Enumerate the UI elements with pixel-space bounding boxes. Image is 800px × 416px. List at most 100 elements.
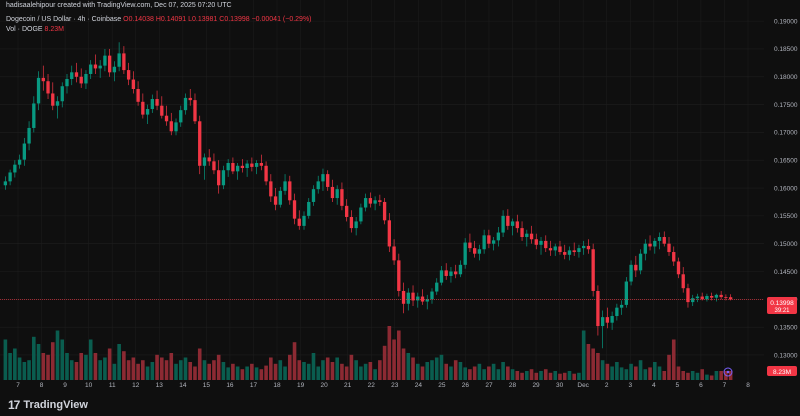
candle-body [691, 298, 695, 303]
candle-body [74, 72, 79, 77]
candle-body [131, 79, 136, 90]
volume-bar [411, 357, 415, 380]
volume-bar [55, 330, 60, 380]
candle-body [667, 243, 671, 253]
candle-body [345, 205, 349, 217]
candle-body [183, 97, 188, 111]
volume-bar [458, 362, 463, 380]
volume-bar [714, 371, 719, 380]
volume-value: 8.23M [44, 26, 64, 33]
candle-body [411, 292, 415, 301]
time-axis[interactable]: 7 8 9 10 11 12 13 14 15 16 17 18 19 20 21 22 23 24 25 26 27 2… [16, 382, 750, 389]
candle-body [288, 181, 292, 201]
volume-bar [420, 366, 425, 380]
candle-body [363, 198, 368, 208]
candle-body [586, 245, 591, 250]
volume-bar [245, 366, 249, 380]
volume-bar [648, 367, 652, 380]
volume-bar [472, 366, 477, 380]
volume-bar [553, 371, 558, 380]
candle-body [728, 297, 733, 300]
volume-label[interactable]: Vol · DOGE [6, 26, 43, 33]
candle-body [544, 240, 548, 249]
volume-bar [174, 363, 178, 380]
y-tick-label: 0.13000 [774, 352, 798, 359]
candle-body [496, 232, 501, 241]
x-tick-label: 8 [746, 382, 750, 389]
y-tick-label: 0.14500 [774, 269, 798, 276]
candle-body [198, 121, 202, 166]
candle-body [112, 66, 117, 73]
candle-body [534, 239, 538, 245]
candle-body [657, 237, 662, 241]
volume-bar [506, 366, 510, 380]
x-tick-label: 2 [605, 382, 609, 389]
candle-body [41, 77, 45, 82]
volume-bar [619, 367, 624, 380]
price-chart[interactable]: 0.130000.135000.140000.145000.150000.155… [0, 0, 800, 394]
volume-bar [387, 326, 392, 380]
candle-body [3, 181, 8, 186]
volume-bar [150, 362, 155, 380]
tradingview-logo-icon: 17 [8, 398, 20, 412]
volume-bar [524, 371, 529, 380]
candle-body [454, 271, 458, 275]
volume-bar [98, 360, 102, 380]
volume-bar [591, 348, 595, 380]
volume-bar [368, 362, 373, 380]
candle-body [126, 70, 131, 80]
candle-body [122, 53, 126, 71]
candle-body [321, 174, 325, 182]
chart-background [0, 0, 800, 394]
volume-bar [558, 373, 562, 380]
volume-bar [581, 330, 586, 380]
volume-bar [638, 360, 643, 380]
volume-bar [226, 367, 230, 380]
volume-bar [596, 353, 600, 380]
symbol-name[interactable]: Dogecoin / US Dollar · 4h · Coinbase [6, 16, 122, 23]
tradingview-logo[interactable]: 17 TradingView [8, 398, 88, 412]
time-marker-icon[interactable] [723, 367, 733, 377]
x-tick-label: 5 [676, 382, 680, 389]
x-tick-label: 10 [85, 382, 93, 389]
volume-bar [207, 363, 212, 380]
candle-body [264, 165, 268, 182]
volume-bar [60, 339, 65, 380]
volume-bar [235, 366, 240, 380]
candle-body [103, 55, 107, 66]
volume-bar [269, 357, 273, 380]
volume-bar [363, 363, 368, 380]
x-tick-label: 30 [556, 382, 564, 389]
x-tick-label: 19 [297, 382, 305, 389]
volume-bar [306, 363, 311, 380]
x-tick-label: 13 [156, 382, 164, 389]
candle-body [510, 221, 515, 226]
candle-body [387, 220, 391, 247]
candle-body [188, 97, 192, 101]
volume-bar [586, 344, 591, 380]
symbol-line: Dogecoin / US Dollar · 4h · Coinbase O0.… [6, 16, 312, 23]
candle-body [283, 181, 287, 191]
candle-body [582, 245, 586, 249]
candle-body [634, 264, 638, 271]
volume-bar [325, 357, 330, 380]
candle-body [89, 64, 93, 74]
volume-bar [311, 353, 316, 380]
candle-body [629, 264, 633, 282]
volume-line: Vol · DOGE 8.23M [6, 26, 64, 33]
y-tick-label: 0.19000 [774, 18, 798, 25]
volume-bar [686, 372, 690, 380]
candle-body [231, 163, 235, 172]
candle-body [145, 109, 150, 115]
volume-bar [349, 354, 354, 380]
candle-body [430, 291, 434, 300]
candle-body [672, 252, 676, 262]
volume-bar [84, 354, 88, 380]
volume-bar [330, 362, 335, 380]
candle-body [349, 216, 354, 229]
volume-bar [397, 330, 401, 380]
volume-bar [415, 363, 420, 380]
volume-bar [216, 354, 221, 380]
candle-body [468, 242, 472, 249]
candle-body [548, 248, 553, 251]
